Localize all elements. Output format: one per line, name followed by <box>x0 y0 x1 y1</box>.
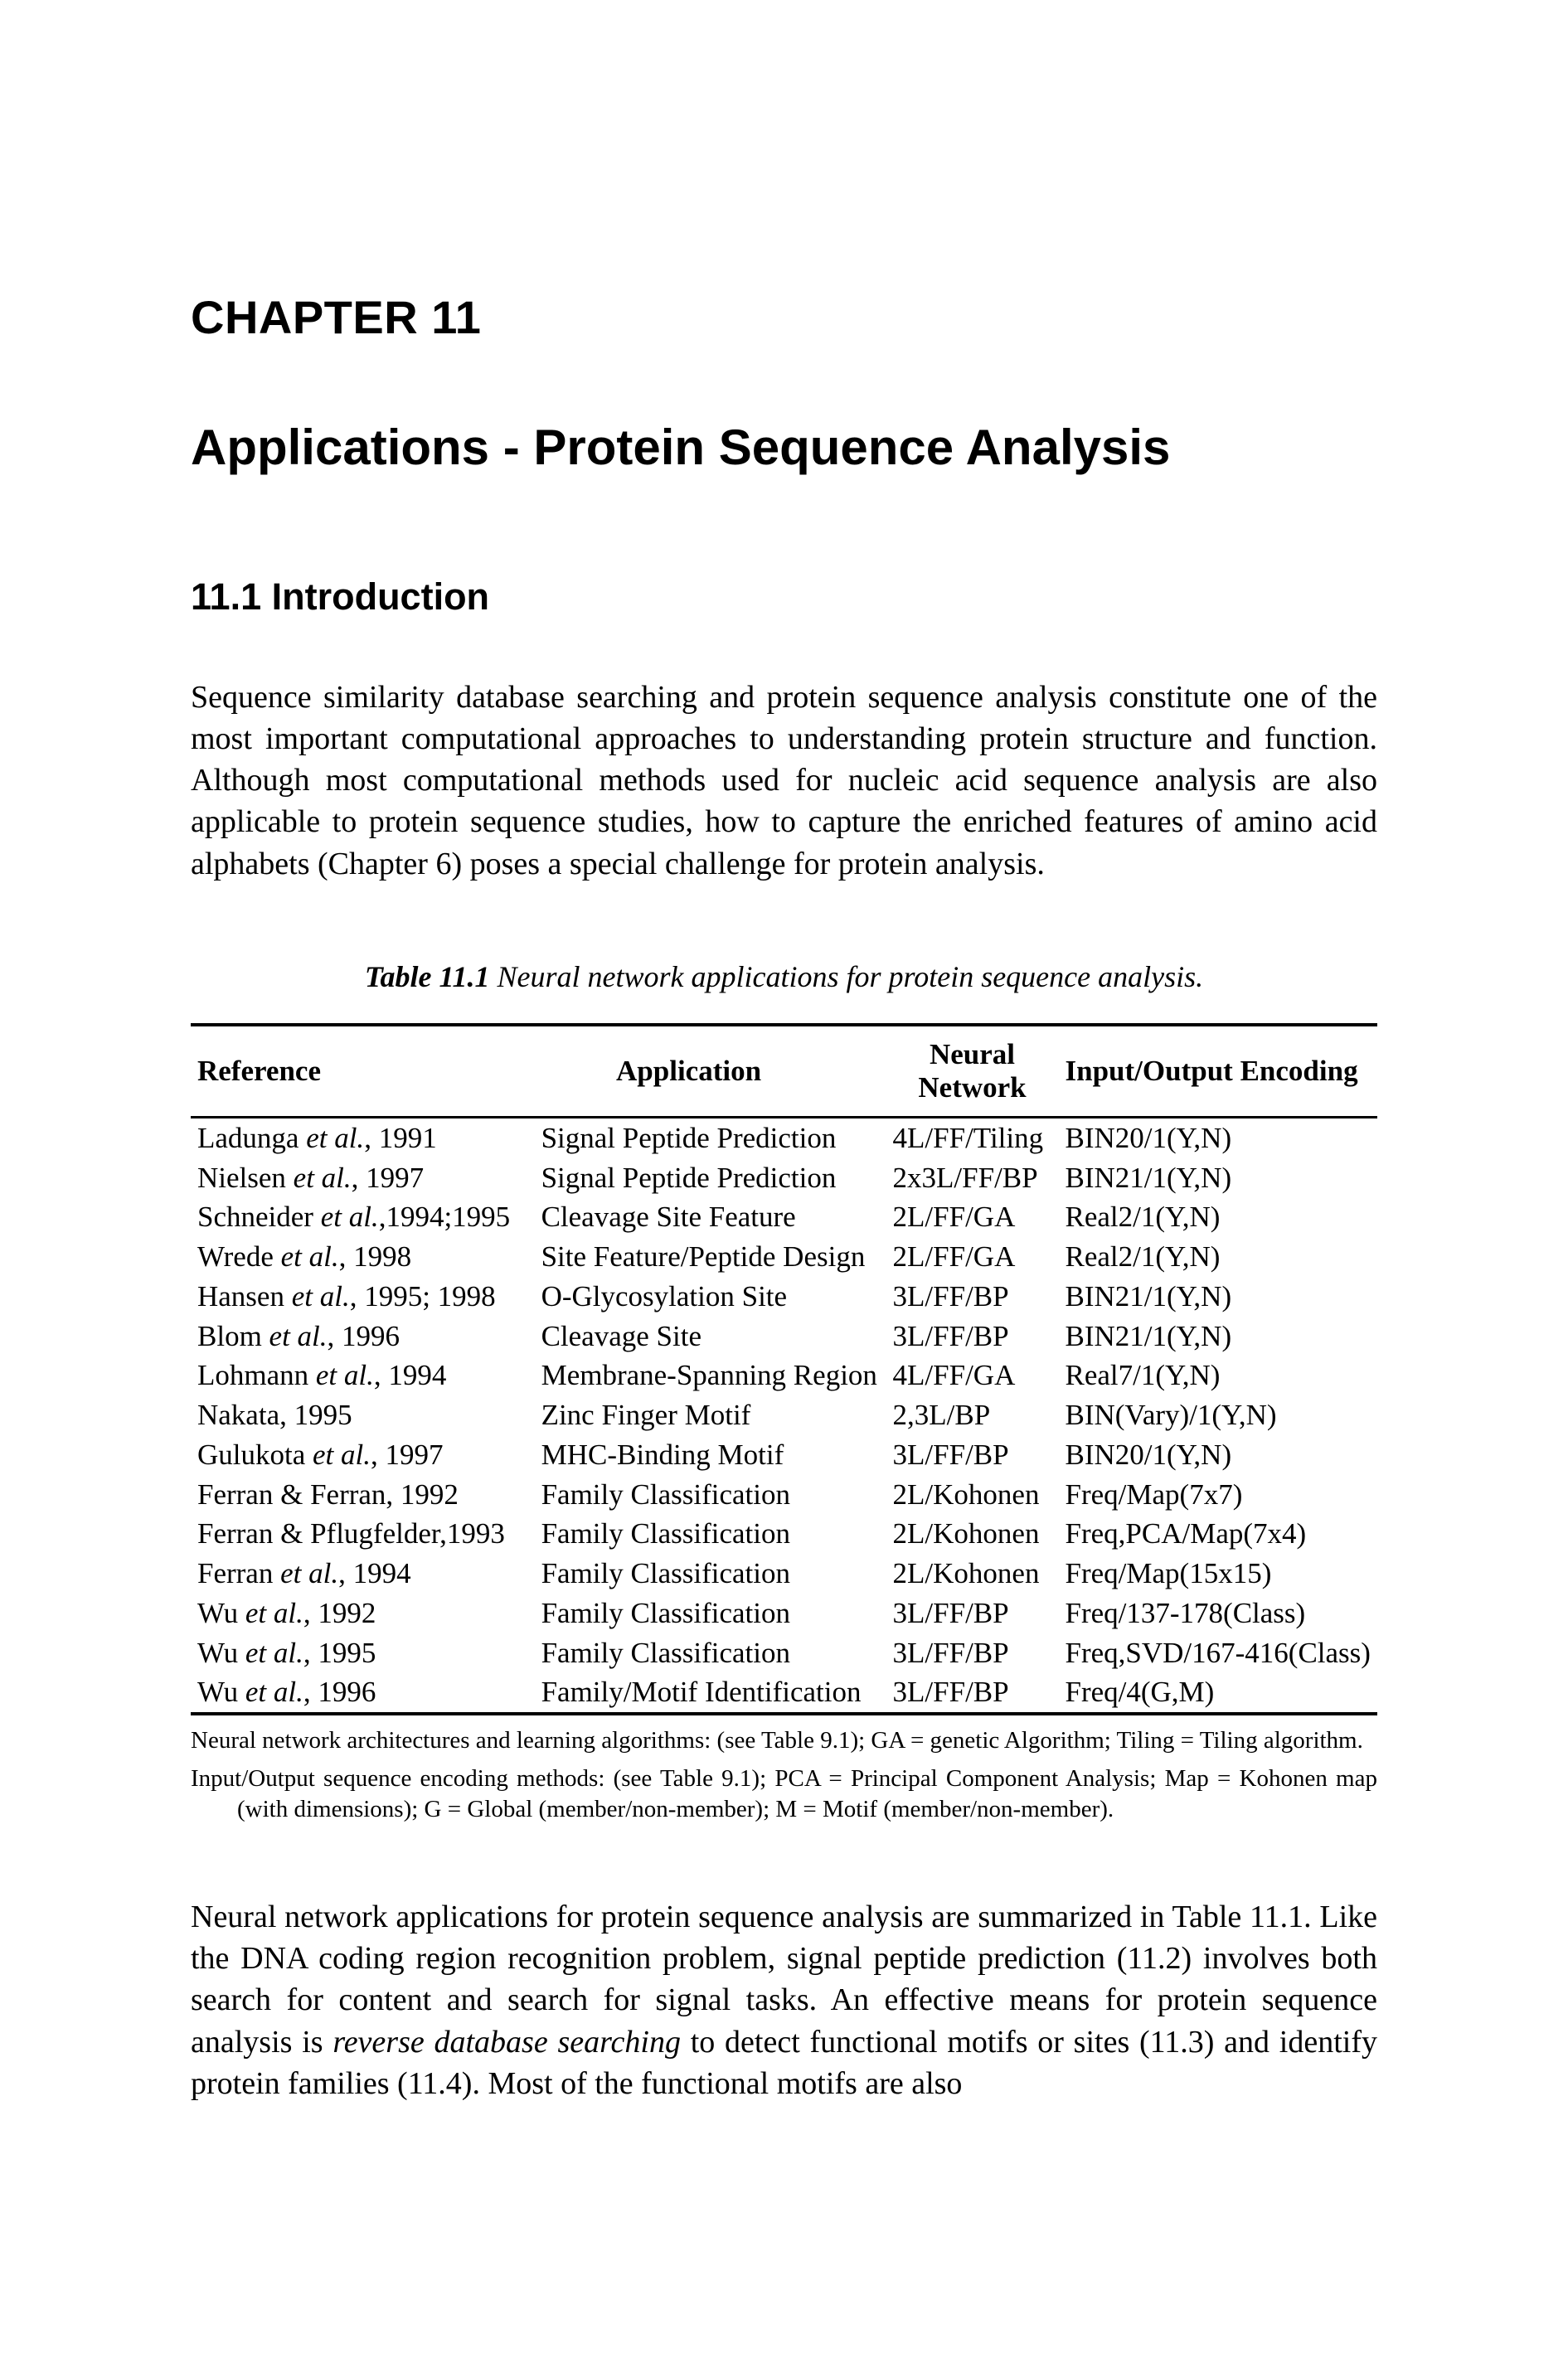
cell-application: MHC-Binding Motif <box>535 1435 886 1475</box>
cell-neural-network: 4L/FF/GA <box>886 1356 1059 1395</box>
cell-reference: Nakata, 1995 <box>191 1395 535 1435</box>
cell-io-encoding: Freq/137-178(Class) <box>1059 1594 1378 1633</box>
table-row: Wu et al., 1995Family Classification3L/F… <box>191 1633 1377 1673</box>
cell-neural-network: 3L/FF/BP <box>886 1633 1059 1673</box>
intro-paragraph: Sequence similarity database searching a… <box>191 677 1377 885</box>
page: CHAPTER 11 Applications - Protein Sequen… <box>0 0 1568 2363</box>
table-row: Wrede et al., 1998Site Feature/Peptide D… <box>191 1237 1377 1277</box>
col-header-application: Application <box>535 1025 886 1118</box>
cell-application: Site Feature/Peptide Design <box>535 1237 886 1277</box>
cell-io-encoding: BIN20/1(Y,N) <box>1059 1117 1378 1157</box>
cell-neural-network: 2x3L/FF/BP <box>886 1158 1059 1198</box>
cell-neural-network: 3L/FF/BP <box>886 1672 1059 1714</box>
cell-neural-network: 2L/FF/GA <box>886 1237 1059 1277</box>
table-row: Ferran & Ferran, 1992Family Classificati… <box>191 1475 1377 1515</box>
cell-reference: Nielsen et al., 1997 <box>191 1158 535 1198</box>
closing-paragraph: Neural network applications for protein … <box>191 1896 1377 2104</box>
cell-reference: Wu et al., 1992 <box>191 1594 535 1633</box>
cell-neural-network: 2L/Kohonen <box>886 1475 1059 1515</box>
cell-io-encoding: BIN20/1(Y,N) <box>1059 1435 1378 1475</box>
cell-io-encoding: Real2/1(Y,N) <box>1059 1197 1378 1237</box>
cell-io-encoding: BIN21/1(Y,N) <box>1059 1158 1378 1198</box>
cell-neural-network: 2,3L/BP <box>886 1395 1059 1435</box>
chapter-title: Applications - Protein Sequence Analysis <box>191 419 1377 476</box>
table-body: Ladunga et al., 1991Signal Peptide Predi… <box>191 1117 1377 1714</box>
cell-reference: Lohmann et al., 1994 <box>191 1356 535 1395</box>
table-footnotes: Neural network architectures and learnin… <box>191 1725 1377 1826</box>
cell-neural-network: 4L/FF/Tiling <box>886 1117 1059 1157</box>
footnote-2: Input/Output sequence encoding methods: … <box>237 1764 1377 1826</box>
table-row: Nielsen et al., 1997Signal Peptide Predi… <box>191 1158 1377 1198</box>
chapter-label: CHAPTER 11 <box>191 290 1377 344</box>
table-row: Schneider et al.,1994;1995Cleavage Site … <box>191 1197 1377 1237</box>
cell-reference: Gulukota et al., 1997 <box>191 1435 535 1475</box>
cell-reference: Ladunga et al., 1991 <box>191 1117 535 1157</box>
table-11-1: Reference Application Neural Network Inp… <box>191 1023 1377 1715</box>
cell-application: Zinc Finger Motif <box>535 1395 886 1435</box>
cell-io-encoding: Freq/Map(15x15) <box>1059 1554 1378 1594</box>
cell-neural-network: 3L/FF/BP <box>886 1317 1059 1356</box>
table-row: Wu et al., 1992Family Classification3L/F… <box>191 1594 1377 1633</box>
cell-application: Family/Motif Identification <box>535 1672 886 1714</box>
cell-application: Cleavage Site Feature <box>535 1197 886 1237</box>
cell-io-encoding: BIN21/1(Y,N) <box>1059 1277 1378 1317</box>
cell-io-encoding: Freq/Map(7x7) <box>1059 1475 1378 1515</box>
cell-application: Family Classification <box>535 1594 886 1633</box>
cell-reference: Wu et al., 1996 <box>191 1672 535 1714</box>
cell-io-encoding: BIN21/1(Y,N) <box>1059 1317 1378 1356</box>
cell-reference: Schneider et al.,1994;1995 <box>191 1197 535 1237</box>
cell-application: Family Classification <box>535 1475 886 1515</box>
table-caption-text: Neural network applications for protein … <box>490 960 1204 993</box>
col-header-io-encoding: Input/Output Encoding <box>1059 1025 1378 1118</box>
cell-neural-network: 2L/FF/GA <box>886 1197 1059 1237</box>
cell-io-encoding: Freq,SVD/167-416(Class) <box>1059 1633 1378 1673</box>
col-header-reference: Reference <box>191 1025 535 1118</box>
cell-application: Membrane-Spanning Region <box>535 1356 886 1395</box>
cell-neural-network: 3L/FF/BP <box>886 1594 1059 1633</box>
cell-neural-network: 2L/Kohonen <box>886 1554 1059 1594</box>
table-row: Gulukota et al., 1997MHC-Binding Motif3L… <box>191 1435 1377 1475</box>
cell-io-encoding: Freq/4(G,M) <box>1059 1672 1378 1714</box>
cell-reference: Hansen et al., 1995; 1998 <box>191 1277 535 1317</box>
cell-application: O-Glycosylation Site <box>535 1277 886 1317</box>
cell-application: Signal Peptide Prediction <box>535 1158 886 1198</box>
cell-reference: Wrede et al., 1998 <box>191 1237 535 1277</box>
cell-reference: Wu et al., 1995 <box>191 1633 535 1673</box>
table-row: Blom et al., 1996Cleavage Site3L/FF/BPBI… <box>191 1317 1377 1356</box>
table-row: Ferran & Pflugfelder,1993Family Classifi… <box>191 1514 1377 1554</box>
table-row: Hansen et al., 1995; 1998O-Glycosylation… <box>191 1277 1377 1317</box>
section-heading: 11.1 Introduction <box>191 575 1377 619</box>
table-row: Ladunga et al., 1991Signal Peptide Predi… <box>191 1117 1377 1157</box>
cell-application: Cleavage Site <box>535 1317 886 1356</box>
cell-application: Signal Peptide Prediction <box>535 1117 886 1157</box>
table-row: Lohmann et al., 1994Membrane-Spanning Re… <box>191 1356 1377 1395</box>
cell-io-encoding: BIN(Vary)/1(Y,N) <box>1059 1395 1378 1435</box>
table-header-row: Reference Application Neural Network Inp… <box>191 1025 1377 1118</box>
cell-io-encoding: Freq,PCA/Map(7x4) <box>1059 1514 1378 1554</box>
table-row: Wu et al., 1996Family/Motif Identificati… <box>191 1672 1377 1714</box>
cell-application: Family Classification <box>535 1554 886 1594</box>
cell-application: Family Classification <box>535 1633 886 1673</box>
cell-reference: Ferran & Ferran, 1992 <box>191 1475 535 1515</box>
cell-io-encoding: Real2/1(Y,N) <box>1059 1237 1378 1277</box>
table-caption: Table 11.1 Neural network applications f… <box>191 959 1377 994</box>
cell-reference: Blom et al., 1996 <box>191 1317 535 1356</box>
table-row: Ferran et al., 1994Family Classification… <box>191 1554 1377 1594</box>
col-header-neural-network: Neural Network <box>886 1025 1059 1118</box>
cell-reference: Ferran & Pflugfelder,1993 <box>191 1514 535 1554</box>
para2-part-b-italic: reverse database searching <box>333 2025 681 2060</box>
cell-io-encoding: Real7/1(Y,N) <box>1059 1356 1378 1395</box>
cell-application: Family Classification <box>535 1514 886 1554</box>
footnote-1: Neural network architectures and learnin… <box>237 1725 1377 1757</box>
table-caption-label: Table 11.1 <box>365 960 490 993</box>
table-row: Nakata, 1995Zinc Finger Motif2,3L/BPBIN(… <box>191 1395 1377 1435</box>
cell-neural-network: 3L/FF/BP <box>886 1277 1059 1317</box>
cell-reference: Ferran et al., 1994 <box>191 1554 535 1594</box>
cell-neural-network: 3L/FF/BP <box>886 1435 1059 1475</box>
cell-neural-network: 2L/Kohonen <box>886 1514 1059 1554</box>
